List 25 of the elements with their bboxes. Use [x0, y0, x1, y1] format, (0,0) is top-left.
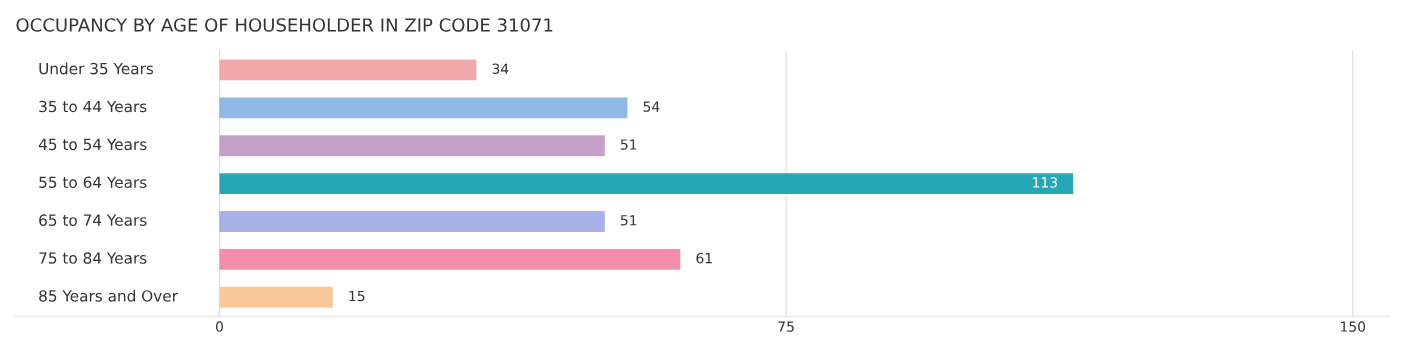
data-label: 51	[620, 139, 637, 150]
data-label: 113	[1033, 177, 1057, 188]
bar	[219, 248, 681, 270]
y-tick-label: 35 to 44 Years	[39, 100, 147, 113]
bar	[219, 59, 477, 81]
data-label: 61	[696, 252, 712, 264]
bar	[219, 211, 605, 232]
bar	[219, 135, 605, 157]
data-label: 34	[492, 63, 509, 74]
y-tick-label: 45 to 54 Years	[38, 138, 147, 151]
y-tick-label: 65 to 74 Years	[39, 214, 147, 226]
data-label: 54	[643, 101, 660, 112]
x-tick-label: 0	[215, 321, 223, 332]
data-label: 15	[349, 290, 365, 302]
x-tick-label: 75	[778, 321, 794, 332]
y-tick-label: 55 to 64 Years	[39, 176, 147, 189]
y-tick-label: 75 to 84 Years	[39, 252, 147, 264]
x-tick-label: 150	[1341, 321, 1366, 332]
data-label: 51	[620, 215, 637, 226]
chart-title: OCCUPANCY BY AGE OF HOUSEHOLDER IN ZIP CODE 31071	[16, 18, 553, 32]
y-tick-label: Under 35 Years	[39, 62, 154, 75]
bar	[219, 286, 333, 308]
bar	[219, 97, 628, 119]
y-tick-label: 85 Years and Over	[39, 289, 178, 302]
bar	[219, 173, 1074, 195]
